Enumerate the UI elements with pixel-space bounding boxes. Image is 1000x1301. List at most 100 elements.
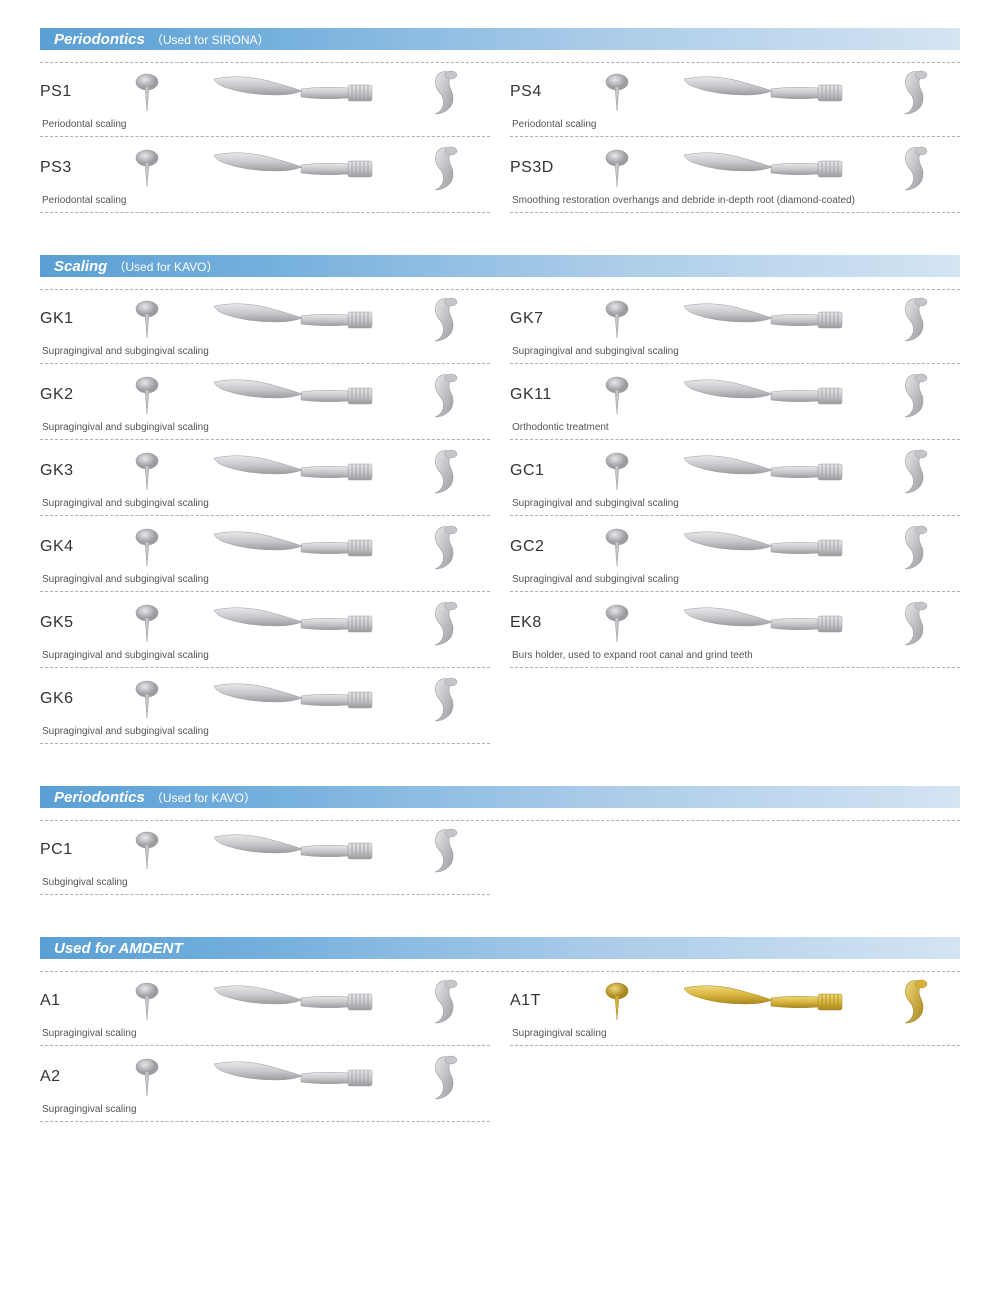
tip-side-icon	[676, 450, 846, 492]
divider	[510, 667, 960, 668]
tip-side-icon	[206, 980, 376, 1022]
product-description: Periodontal scaling	[40, 117, 490, 136]
divider	[40, 212, 490, 213]
tip-top-icon	[603, 374, 631, 416]
grid: GK1 Supragingival and subgingival scalin…	[40, 290, 960, 746]
tip-side-icon	[206, 526, 376, 568]
tip-top-icon	[133, 602, 161, 644]
product-description: Supragingival and subgingival scaling	[40, 572, 490, 591]
product-code: GC1	[510, 462, 580, 480]
product-item: GK3 Supragingival and subgingival scalin…	[40, 442, 490, 518]
tip-side-icon	[206, 1056, 376, 1098]
product-images	[580, 295, 960, 343]
divider	[40, 1045, 490, 1046]
tip-profile-icon	[421, 523, 467, 571]
grid: PS1 Periodontal scaling	[40, 63, 960, 215]
product-description: Supragingival and subgingival scaling	[510, 344, 960, 363]
section-category: Periodontics	[54, 789, 145, 806]
tip-top-icon	[133, 829, 161, 871]
product-description: Supragingival and subgingival scaling	[40, 344, 490, 363]
product-code: A2	[40, 1068, 110, 1086]
product-description: Supragingival and subgingival scaling	[40, 648, 490, 667]
product-item: PS4 Periodontal scaling	[510, 63, 960, 139]
divider	[40, 515, 490, 516]
product-item: GK11 Orthodontic treatment	[510, 366, 960, 442]
product-images	[580, 977, 960, 1025]
column: A1T Supragingival scaling	[510, 972, 960, 1124]
tip-profile-icon	[421, 295, 467, 343]
product-description: Supragingival and subgingival scaling	[40, 420, 490, 439]
product-images	[580, 447, 960, 495]
divider	[40, 363, 490, 364]
product-images	[110, 599, 490, 647]
product-item: GK6 Supragingival and subgingival scalin…	[40, 670, 490, 746]
tip-profile-icon	[421, 447, 467, 495]
product-description: Smoothing restoration overhangs and debr…	[510, 193, 960, 212]
tip-profile-icon	[421, 1053, 467, 1101]
product-code: A1T	[510, 992, 580, 1010]
tip-side-icon	[206, 71, 376, 113]
product-code: PS3D	[510, 159, 580, 177]
tip-profile-icon	[891, 144, 937, 192]
product-images	[110, 977, 490, 1025]
divider	[510, 439, 960, 440]
section-category: Scaling	[54, 258, 107, 275]
divider	[510, 1045, 960, 1046]
divider	[510, 212, 960, 213]
tip-side-icon	[676, 526, 846, 568]
tip-profile-icon	[421, 826, 467, 874]
column: A1 Supragingival scaling	[40, 972, 490, 1124]
tip-side-icon	[206, 374, 376, 416]
tip-top-icon	[603, 71, 631, 113]
divider	[40, 743, 490, 744]
tip-side-icon	[676, 602, 846, 644]
product-images	[110, 447, 490, 495]
product-item: GK4 Supragingival and subgingival scalin…	[40, 518, 490, 594]
product-code: GC2	[510, 538, 580, 556]
tip-profile-icon	[421, 675, 467, 723]
tip-top-icon	[133, 147, 161, 189]
tip-profile-icon	[421, 371, 467, 419]
product-description: Subgingival scaling	[40, 875, 490, 894]
tip-profile-icon	[421, 977, 467, 1025]
product-images	[110, 144, 490, 192]
column: GK7 Supragingival and subgingival scalin…	[510, 290, 960, 746]
product-code: GK5	[40, 614, 110, 632]
tip-top-icon	[133, 678, 161, 720]
grid: A1 Supragingival scaling	[40, 972, 960, 1124]
product-item: PC1 Subgingival scaling	[40, 821, 490, 897]
tip-top-icon	[133, 1056, 161, 1098]
divider	[510, 591, 960, 592]
product-images	[110, 1053, 490, 1101]
divider	[40, 894, 490, 895]
product-description: Supragingival and subgingival scaling	[510, 496, 960, 515]
product-code: GK4	[40, 538, 110, 556]
tip-profile-icon	[891, 977, 937, 1025]
product-item: A1 Supragingival scaling	[40, 972, 490, 1048]
product-description: Supragingival scaling	[510, 1026, 960, 1045]
product-item: A1T Supragingival scaling	[510, 972, 960, 1048]
product-description: Orthodontic treatment	[510, 420, 960, 439]
tip-top-icon	[603, 526, 631, 568]
product-code: PC1	[40, 841, 110, 859]
product-code: GK6	[40, 690, 110, 708]
divider	[510, 136, 960, 137]
section: Scaling （Used for KAVO） GK1	[40, 255, 960, 746]
section-subtitle: （Used for KAVO）	[113, 258, 218, 275]
product-description: Supragingival scaling	[40, 1102, 490, 1121]
section: Used for AMDENT A1	[40, 937, 960, 1124]
tip-profile-icon	[891, 447, 937, 495]
tip-top-icon	[133, 526, 161, 568]
tip-side-icon	[676, 374, 846, 416]
product-images	[110, 68, 490, 116]
section-title: Used for AMDENT	[54, 940, 183, 957]
product-item: GK7 Supragingival and subgingival scalin…	[510, 290, 960, 366]
tip-top-icon	[133, 374, 161, 416]
divider	[510, 363, 960, 364]
product-item: PS3D Smoothing restoration overhangs and…	[510, 139, 960, 215]
divider	[40, 667, 490, 668]
divider	[510, 515, 960, 516]
product-images	[580, 68, 960, 116]
product-images	[580, 599, 960, 647]
tip-side-icon	[206, 298, 376, 340]
